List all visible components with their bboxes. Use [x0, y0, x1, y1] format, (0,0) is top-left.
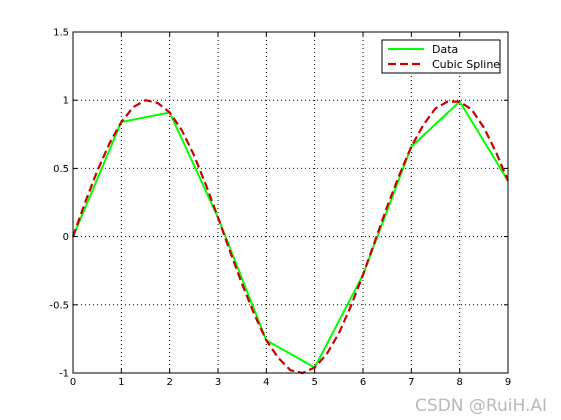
x-tick-label: 7 [408, 377, 414, 388]
x-tick-label: 4 [263, 377, 269, 388]
y-tick-label: -1 [59, 369, 69, 380]
x-tick-label: 2 [166, 377, 172, 388]
x-tick-label: 0 [70, 377, 76, 388]
x-tick-label: 5 [311, 377, 317, 388]
x-tick-label: 1 [118, 377, 124, 388]
legend-label: Cubic Spline [432, 58, 500, 71]
y-tick-label: 0 [63, 232, 69, 243]
legend-box [381, 39, 501, 74]
y-tick-label: 1 [63, 96, 69, 107]
y-tick-label: -0.5 [49, 300, 69, 311]
grid-lines [73, 32, 508, 373]
y-tick-label: 0.5 [53, 164, 69, 175]
x-tick-label: 6 [360, 377, 366, 388]
legend: Data Cubic Spline [381, 39, 501, 74]
series-line-data [72, 100, 509, 369]
plot-area-frame [72, 31, 509, 374]
watermark: CSDN @RuiH.AI [415, 396, 547, 416]
x-tick-label: 9 [505, 377, 511, 388]
series-lines [71, 99, 510, 375]
x-tick-label: 3 [215, 377, 221, 388]
x-tick-label: 8 [456, 377, 462, 388]
legend-label: Data [432, 43, 458, 56]
series-line-cubic-spline [71, 99, 510, 375]
axis-ticks: 0 1 2 3 4 5 6 7 8 9 1.5 1 0.5 0 -0.5 -1 [49, 28, 511, 389]
y-tick-label: 1.5 [53, 28, 69, 39]
